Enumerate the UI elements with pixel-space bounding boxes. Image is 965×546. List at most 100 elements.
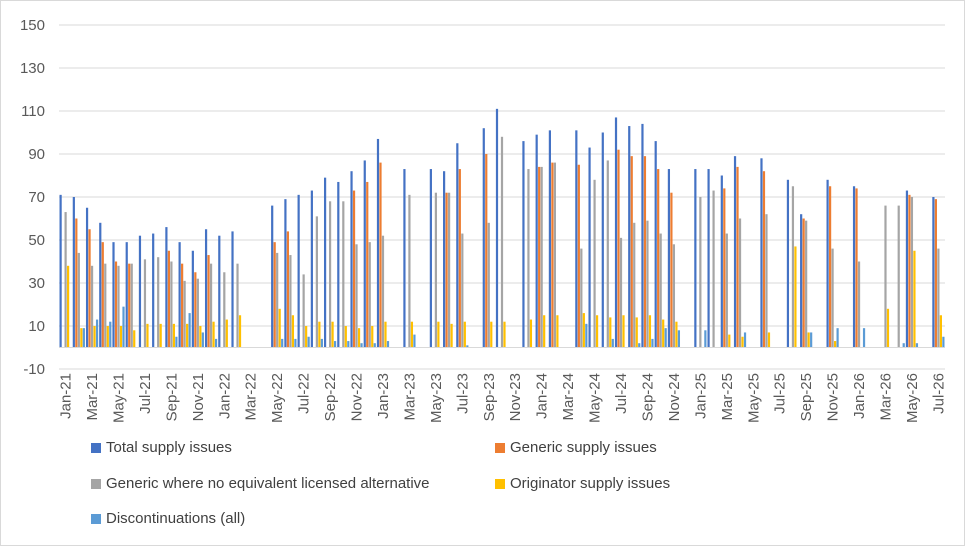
bar: [376, 138, 380, 348]
bar: [373, 343, 376, 348]
x-tick-label: Jan-21: [58, 373, 75, 419]
x-tick-label: Jul-23: [454, 373, 471, 414]
bar: [463, 321, 466, 348]
bar: [535, 134, 538, 348]
bar: [130, 263, 133, 348]
bar: [90, 265, 94, 348]
bar: [622, 315, 625, 348]
legend-item: Total supply issues: [91, 439, 232, 456]
bar: [77, 252, 80, 348]
bar: [834, 341, 837, 348]
bar: [289, 255, 292, 348]
bar: [575, 130, 578, 348]
bar: [902, 343, 905, 348]
bar: [633, 222, 636, 348]
bar: [381, 235, 385, 348]
bar: [186, 323, 189, 348]
bar: [857, 261, 861, 348]
bar: [606, 160, 609, 348]
bar: [276, 252, 279, 348]
bar: [527, 169, 530, 348]
x-tick-label: Sep-23: [481, 373, 498, 421]
bar: [379, 162, 382, 348]
x-tick-label: May-25: [745, 373, 762, 423]
x-tick-label: Jul-22: [296, 373, 313, 414]
bar: [273, 242, 276, 348]
bar: [601, 132, 604, 348]
bar: [93, 326, 96, 348]
bar: [429, 169, 432, 348]
bar: [646, 220, 649, 348]
bar: [852, 186, 856, 348]
bar: [238, 315, 242, 348]
bar: [939, 315, 942, 348]
bar: [101, 242, 104, 348]
bar: [767, 332, 771, 348]
bar: [75, 218, 78, 348]
bar: [104, 263, 107, 348]
bar: [344, 326, 347, 348]
bar: [937, 248, 940, 348]
bar: [765, 214, 768, 348]
bar: [82, 328, 85, 348]
bar: [99, 222, 102, 348]
bar: [119, 326, 123, 348]
chart-legend: Total supply issues Generic supply issues…: [91, 431, 871, 541]
x-tick-label: May-24: [587, 373, 604, 423]
bar: [138, 235, 142, 348]
x-tick-label: May-23: [428, 373, 445, 423]
legend-item: Generic where no equivalent licensed alt…: [91, 475, 430, 492]
bar: [157, 257, 160, 348]
bar: [500, 136, 504, 348]
bar: [836, 328, 839, 348]
bar: [720, 175, 723, 348]
bar: [619, 237, 623, 348]
bar: [434, 192, 437, 348]
bar: [672, 244, 676, 348]
bar: [352, 190, 356, 348]
bar: [638, 343, 641, 348]
bar: [794, 246, 797, 348]
bar: [448, 192, 451, 348]
bar: [805, 220, 808, 348]
bar: [64, 212, 67, 348]
bar: [585, 323, 588, 348]
x-tick-label: Jul-21: [137, 373, 154, 414]
bar: [67, 265, 70, 348]
legend-item: Generic supply issues: [495, 439, 657, 456]
bar: [712, 190, 715, 348]
y-tick-label: 70: [28, 189, 45, 206]
bar: [675, 321, 678, 348]
bar: [826, 179, 829, 348]
bar: [323, 177, 327, 348]
x-tick-label: Jan-25: [692, 373, 709, 419]
bar: [225, 319, 228, 348]
x-tick-label: Nov-24: [666, 373, 683, 421]
bar: [437, 321, 440, 348]
bar: [738, 218, 742, 348]
bar: [223, 272, 226, 348]
legend-item: Originator supply issues: [495, 475, 670, 492]
bar: [410, 321, 414, 348]
x-tick-label: Nov-22: [349, 373, 366, 421]
bar: [490, 321, 493, 348]
bar: [855, 188, 858, 348]
bar: [328, 201, 332, 348]
bar: [305, 326, 308, 348]
bar: [707, 169, 710, 348]
y-tick-label: 130: [20, 60, 45, 77]
bar: [551, 162, 554, 348]
y-tick-label: 150: [20, 17, 45, 34]
bar: [271, 205, 274, 348]
x-tick-label: Jul-24: [613, 373, 630, 414]
bar: [286, 231, 290, 348]
bar: [302, 274, 305, 348]
bar: [791, 186, 795, 348]
bar: [728, 334, 731, 348]
bar: [595, 315, 599, 348]
x-tick-label: Sep-24: [639, 373, 656, 421]
bar: [580, 248, 583, 348]
x-tick-label: Sep-25: [798, 373, 815, 421]
bar: [371, 326, 374, 348]
